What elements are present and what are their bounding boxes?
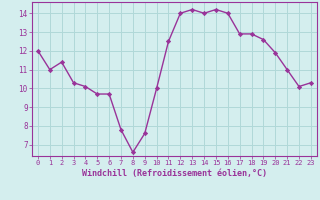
X-axis label: Windchill (Refroidissement éolien,°C): Windchill (Refroidissement éolien,°C) (82, 169, 267, 178)
